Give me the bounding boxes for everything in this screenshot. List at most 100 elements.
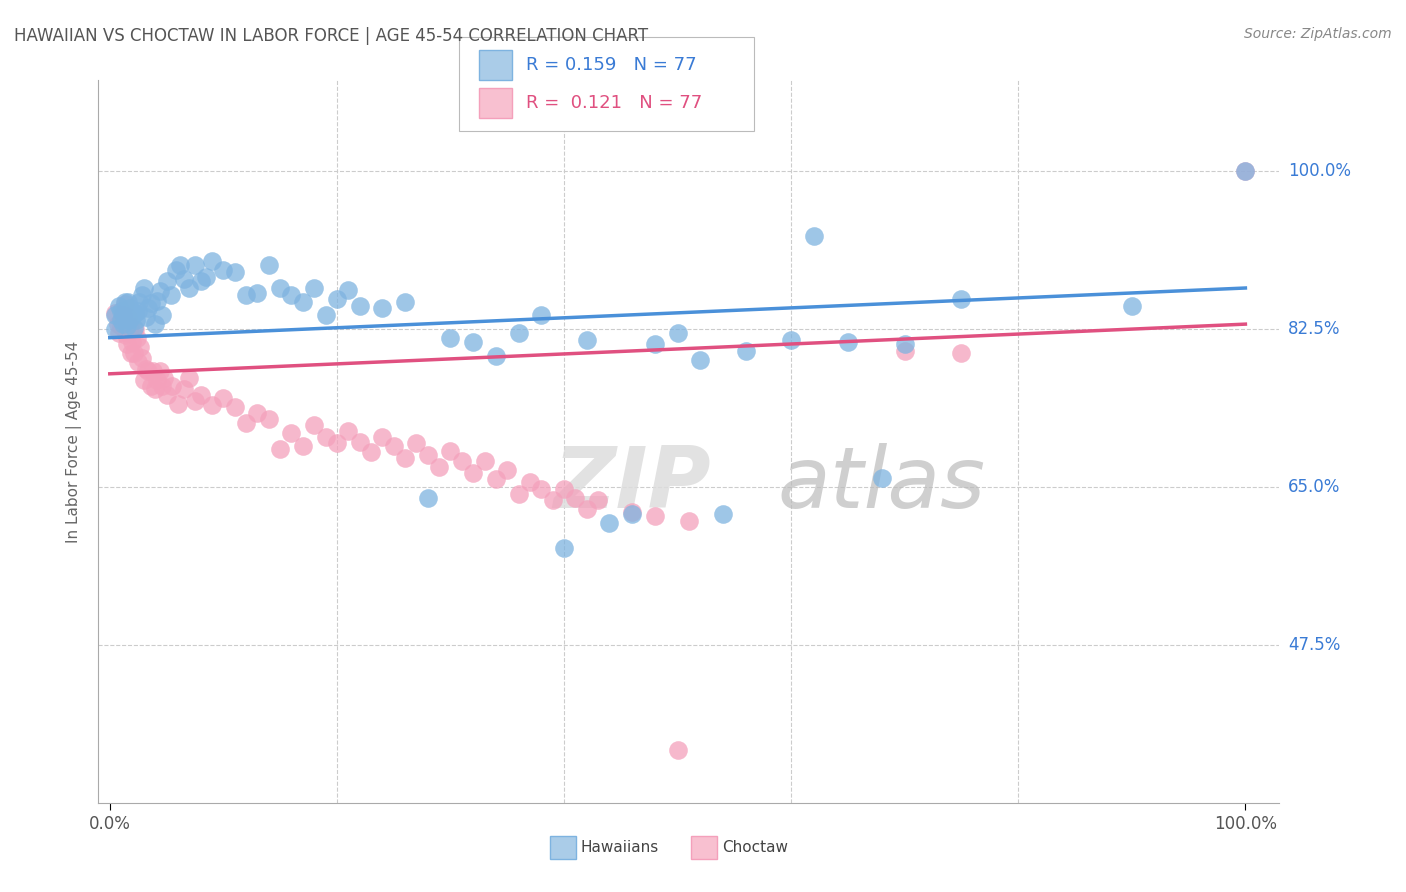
Point bbox=[173, 272, 195, 286]
Point bbox=[117, 294, 139, 309]
Text: 82.5%: 82.5% bbox=[1288, 319, 1340, 338]
Point bbox=[280, 425, 302, 440]
Point bbox=[337, 283, 360, 297]
Point bbox=[115, 337, 138, 351]
Point bbox=[508, 326, 530, 341]
Point bbox=[131, 351, 153, 366]
Text: Choctaw: Choctaw bbox=[723, 840, 787, 855]
Point bbox=[485, 349, 508, 363]
Point bbox=[360, 445, 382, 459]
Point bbox=[120, 318, 142, 333]
Point bbox=[439, 331, 461, 345]
Point bbox=[138, 364, 160, 378]
Point bbox=[416, 491, 439, 505]
Point bbox=[139, 378, 162, 392]
Point bbox=[257, 412, 280, 426]
Point bbox=[146, 373, 169, 387]
Point bbox=[120, 308, 142, 322]
Point bbox=[212, 391, 235, 405]
Point bbox=[416, 448, 439, 462]
Point bbox=[124, 321, 146, 335]
FancyBboxPatch shape bbox=[458, 37, 754, 131]
Point bbox=[195, 270, 218, 285]
Text: Hawaiians: Hawaiians bbox=[581, 840, 658, 855]
Point bbox=[127, 355, 149, 369]
Point bbox=[167, 396, 190, 410]
Point bbox=[114, 294, 136, 309]
Point bbox=[678, 514, 700, 528]
Point bbox=[950, 292, 973, 306]
Point bbox=[153, 371, 176, 385]
Point bbox=[950, 346, 973, 360]
Point bbox=[803, 228, 825, 243]
Point bbox=[666, 326, 689, 341]
Point bbox=[553, 541, 575, 555]
Point bbox=[246, 285, 269, 300]
Point bbox=[621, 507, 644, 521]
Point bbox=[382, 439, 405, 453]
Point bbox=[474, 454, 496, 468]
Point bbox=[586, 493, 609, 508]
Point bbox=[201, 398, 224, 412]
Point bbox=[666, 743, 689, 757]
FancyBboxPatch shape bbox=[550, 836, 575, 859]
Text: Source: ZipAtlas.com: Source: ZipAtlas.com bbox=[1244, 27, 1392, 41]
Point bbox=[870, 471, 893, 485]
Point bbox=[269, 281, 291, 295]
Point bbox=[149, 284, 172, 298]
Point bbox=[598, 516, 620, 530]
Point bbox=[201, 253, 224, 268]
Point bbox=[120, 346, 142, 360]
Point bbox=[371, 301, 394, 315]
Point bbox=[246, 406, 269, 420]
Point bbox=[326, 436, 349, 450]
Point bbox=[463, 466, 485, 480]
Point bbox=[291, 439, 314, 453]
Y-axis label: In Labor Force | Age 45-54: In Labor Force | Age 45-54 bbox=[66, 341, 83, 542]
Point bbox=[155, 274, 177, 288]
Point bbox=[110, 318, 132, 333]
Point bbox=[114, 328, 136, 343]
Point bbox=[108, 326, 131, 341]
Point bbox=[160, 288, 183, 302]
Point bbox=[110, 303, 132, 318]
Point bbox=[169, 259, 191, 273]
Text: R = 0.159   N = 77: R = 0.159 N = 77 bbox=[526, 56, 696, 74]
Point bbox=[780, 334, 803, 348]
Point bbox=[104, 308, 127, 322]
Point bbox=[190, 274, 212, 288]
Point bbox=[837, 335, 859, 350]
Point bbox=[371, 430, 394, 444]
Point bbox=[893, 337, 915, 351]
Point bbox=[212, 263, 235, 277]
Point bbox=[644, 508, 666, 523]
Point bbox=[224, 265, 246, 279]
Point bbox=[110, 312, 132, 326]
Point bbox=[112, 306, 135, 320]
Point bbox=[132, 281, 155, 295]
Point bbox=[118, 326, 141, 341]
Point bbox=[291, 294, 314, 309]
Point bbox=[394, 450, 416, 465]
Text: atlas: atlas bbox=[778, 443, 986, 526]
Point bbox=[143, 382, 166, 396]
Point bbox=[1121, 299, 1143, 313]
Point bbox=[122, 320, 145, 334]
Point bbox=[114, 297, 136, 311]
Point bbox=[734, 344, 756, 359]
Point bbox=[1234, 163, 1257, 178]
Point bbox=[349, 299, 371, 313]
Point bbox=[621, 505, 644, 519]
Point bbox=[302, 281, 325, 295]
Point bbox=[125, 312, 148, 326]
Point bbox=[184, 259, 207, 273]
Point bbox=[120, 301, 142, 315]
Point bbox=[575, 502, 598, 516]
Point bbox=[190, 387, 212, 401]
Point bbox=[132, 373, 155, 387]
Point bbox=[173, 382, 195, 396]
Point bbox=[450, 454, 472, 468]
Point bbox=[269, 442, 291, 456]
Point bbox=[394, 294, 416, 309]
Point bbox=[315, 430, 337, 444]
